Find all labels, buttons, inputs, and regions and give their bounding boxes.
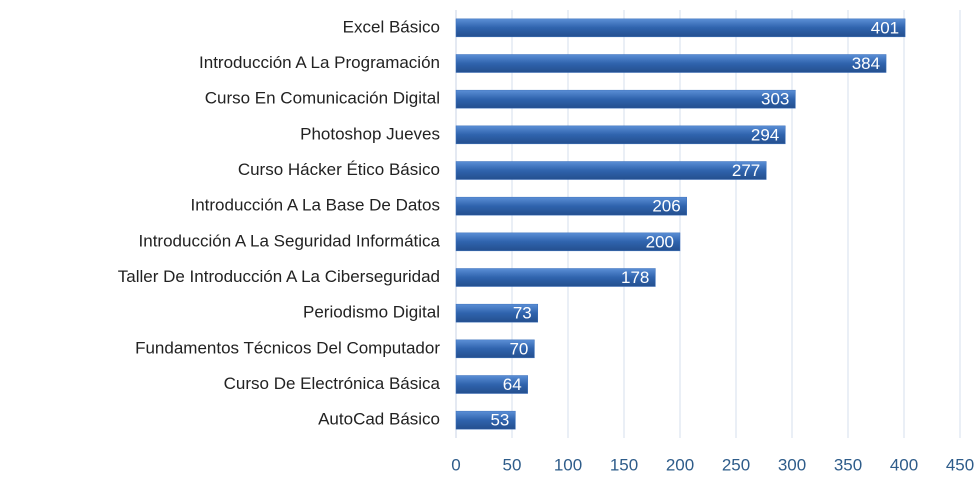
x-tick-label: 0: [451, 455, 460, 474]
bar: [455, 161, 767, 180]
value-label: 178: [621, 268, 649, 287]
y-tick-label: Taller De Introducción A La Cibersegurid…: [118, 267, 440, 286]
value-label: 384: [852, 54, 880, 73]
bar: [455, 89, 796, 109]
y-tick-label: Periodismo Digital: [303, 303, 440, 322]
value-label: 294: [751, 125, 779, 144]
bar: [455, 125, 786, 145]
value-label: 64: [503, 375, 522, 394]
bar: [455, 18, 906, 38]
y-tick-label: Curso En Comunicación Digital: [205, 89, 440, 108]
value-label: 53: [490, 411, 509, 430]
y-tick-label: Curso De Electrónica Básica: [224, 374, 441, 393]
y-tick-label: Introducción A La Programación: [199, 53, 440, 72]
y-tick-label: Introducción A La Base De Datos: [191, 196, 441, 215]
x-tick-label: 350: [834, 455, 862, 474]
value-label: 206: [652, 197, 680, 216]
x-tick-label: 300: [778, 455, 806, 474]
value-label: 70: [509, 339, 528, 358]
x-tick-label: 400: [890, 455, 918, 474]
y-tick-label: Fundamentos Técnicos Del Computador: [135, 338, 440, 357]
x-tick-label: 100: [554, 455, 582, 474]
y-tick-label: Introducción A La Seguridad Informática: [139, 231, 441, 250]
bar: [455, 54, 887, 73]
x-tick-label: 200: [666, 455, 694, 474]
bar: [455, 303, 539, 323]
y-tick-label: Excel Básico: [343, 17, 440, 36]
value-label: 200: [646, 232, 674, 251]
x-tick-label: 50: [503, 455, 522, 474]
bar: [455, 232, 681, 252]
x-tick-label: 250: [722, 455, 750, 474]
x-tick-label: 150: [610, 455, 638, 474]
bar: [455, 196, 687, 216]
bar: [455, 410, 516, 430]
value-label: 303: [761, 90, 789, 109]
bar: [455, 339, 535, 359]
bar: [455, 268, 656, 287]
y-tick-label: AutoCad Básico: [318, 410, 440, 429]
value-label: 277: [732, 161, 760, 180]
value-label: 401: [871, 18, 899, 37]
bar: [455, 375, 528, 394]
y-tick-label: Photoshop Jueves: [300, 124, 440, 143]
x-tick-label: 450: [946, 455, 974, 474]
y-tick-label: Curso Hácker Ético Básico: [238, 160, 440, 179]
value-label: 73: [513, 304, 532, 323]
